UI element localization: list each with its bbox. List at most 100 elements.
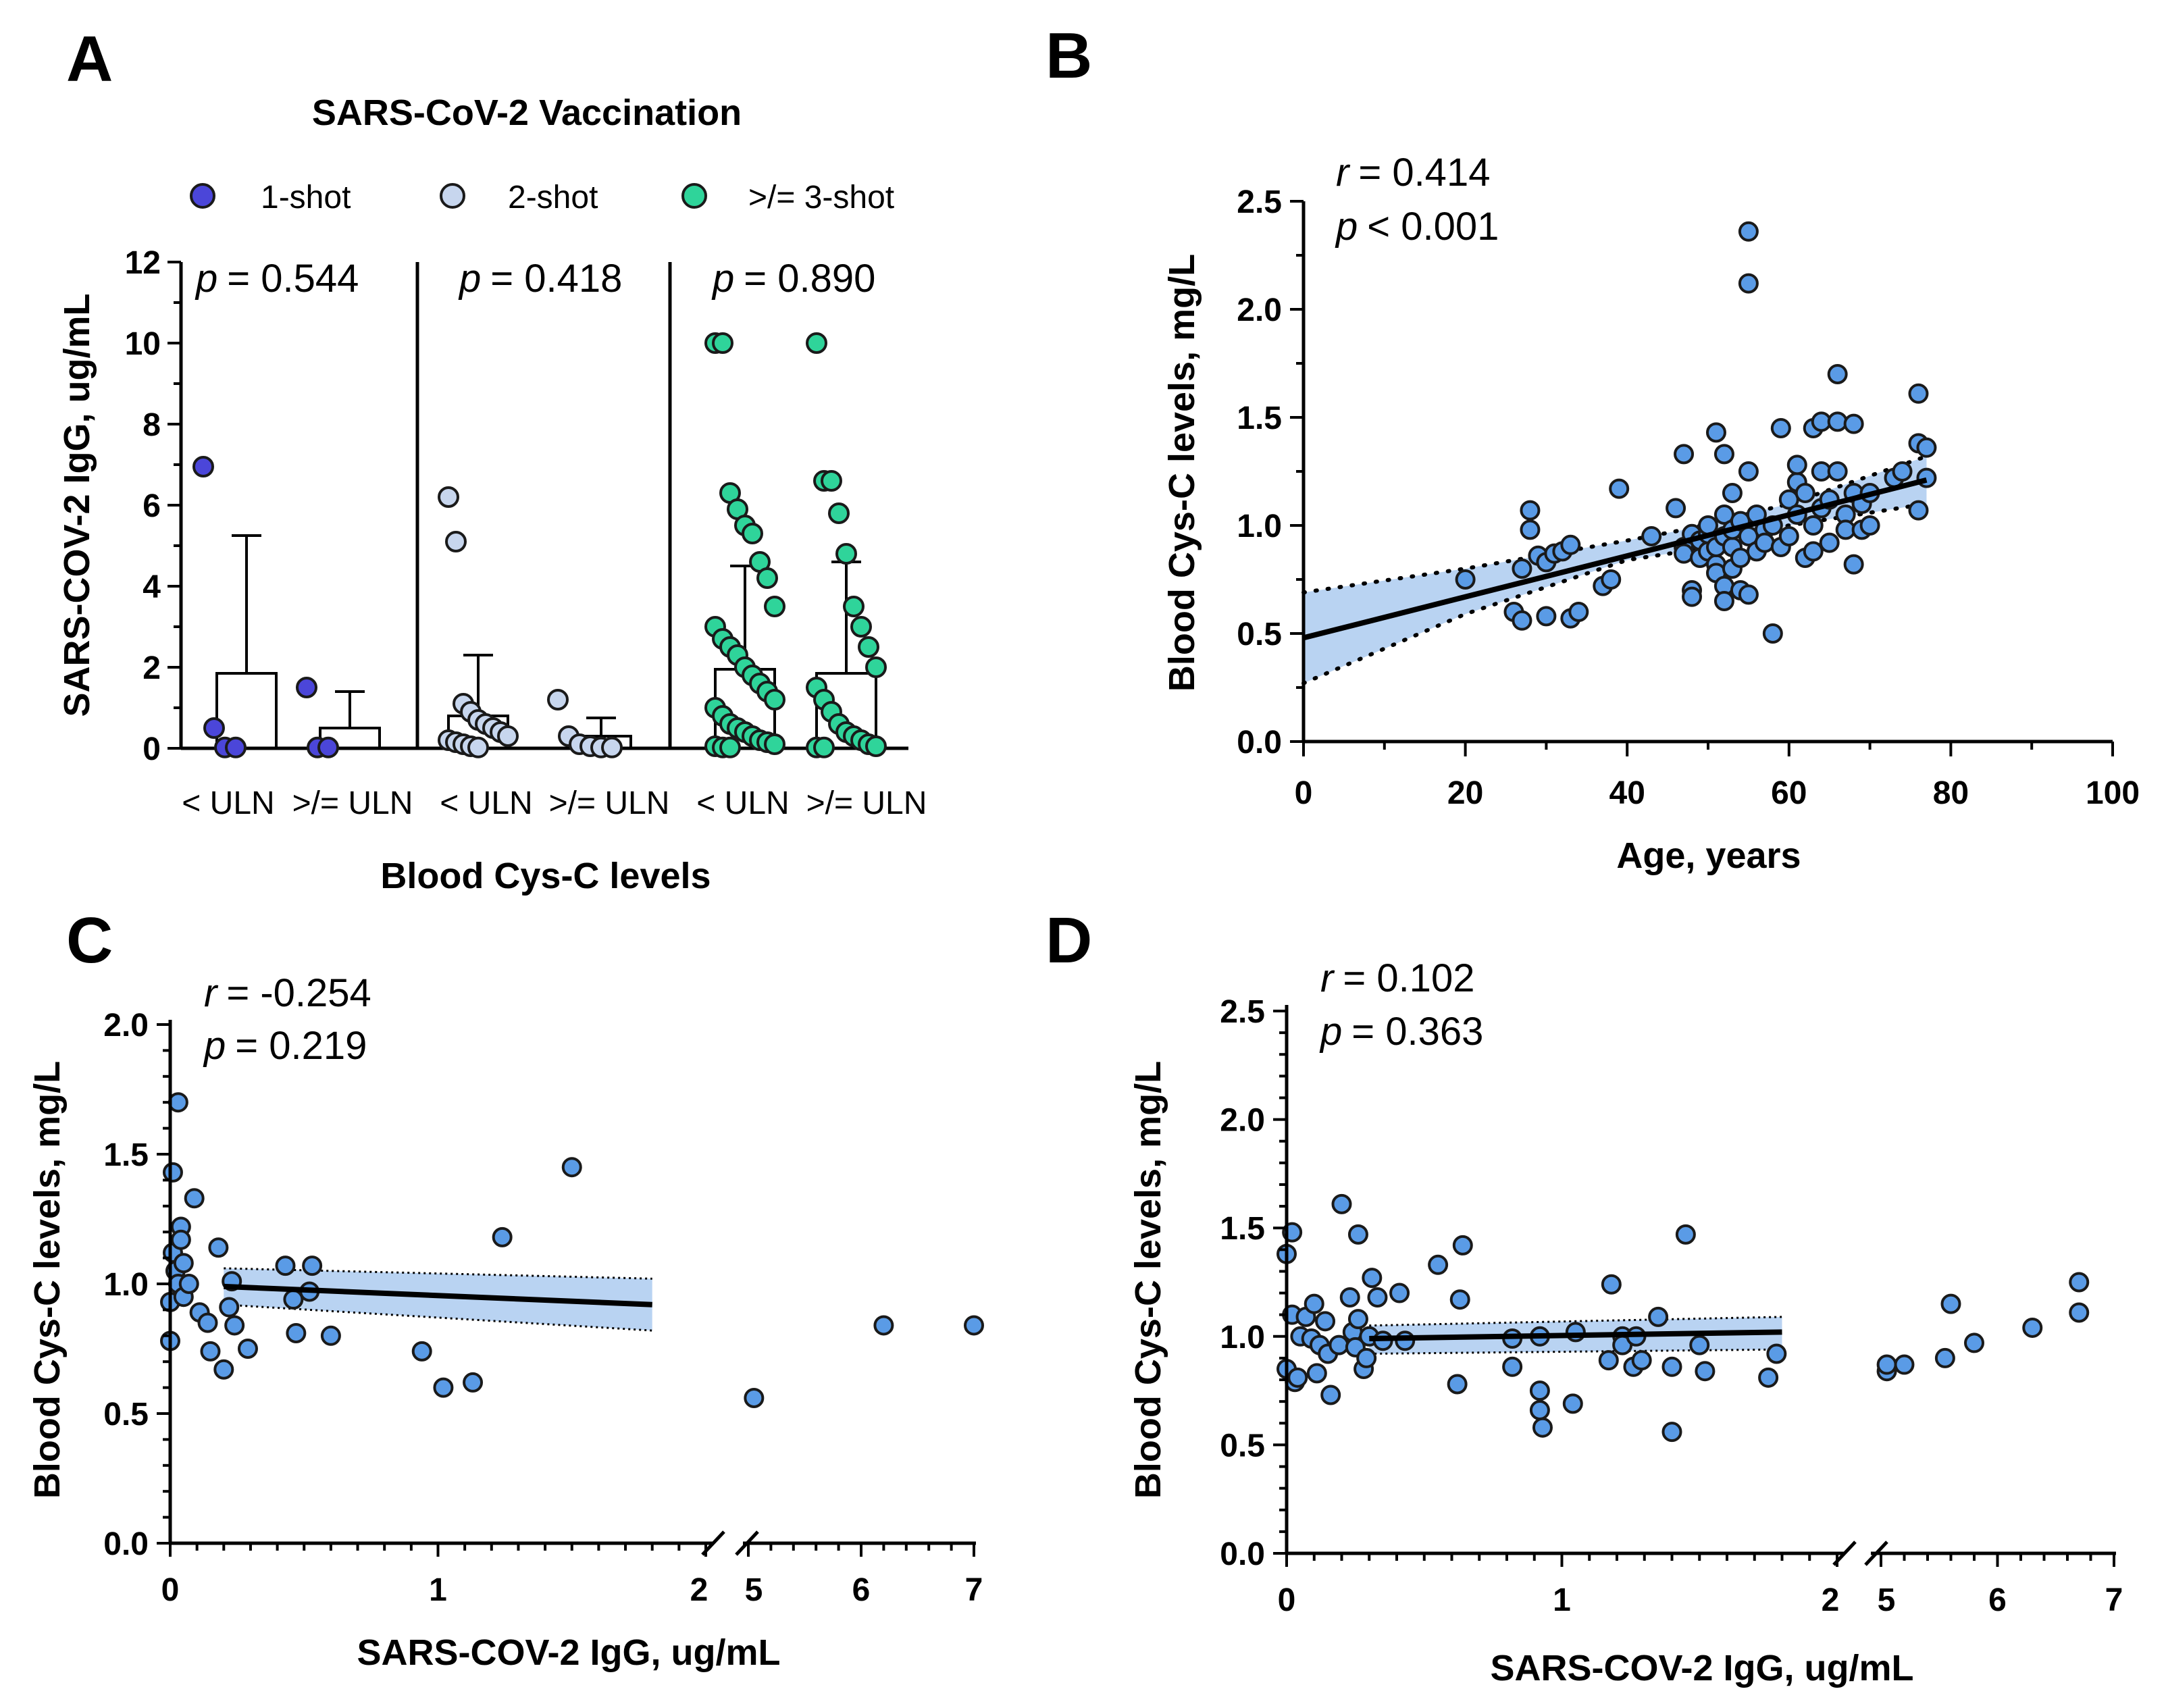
y-tick-label: 1.5	[1220, 1211, 1265, 1247]
data-point	[756, 567, 778, 589]
panel-a-p-value-1-shot: p = 0.544	[195, 257, 359, 301]
y-tick-label: 0.5	[1237, 617, 1282, 652]
panel-c-letter: C	[66, 904, 113, 977]
category-label: >/= ULN	[549, 785, 670, 821]
data-point	[1306, 1363, 1327, 1384]
data-point	[463, 1372, 484, 1393]
category-label: < ULN	[440, 785, 532, 821]
data-point	[1560, 534, 1581, 555]
data-point	[445, 531, 467, 552]
data-point	[1695, 1361, 1716, 1382]
x-tick-label: 100	[2086, 775, 2140, 811]
data-point	[1661, 1422, 1682, 1443]
data-point	[764, 596, 785, 617]
data-point	[184, 1188, 205, 1209]
panel-d-r-value: r = 0.102	[1320, 956, 1474, 1000]
data-point	[1428, 1254, 1449, 1275]
data-point	[806, 332, 827, 354]
data-point	[178, 1274, 199, 1294]
axis-break-mark	[1864, 1541, 1888, 1566]
data-point	[742, 523, 763, 544]
x-tick-label: 1	[429, 1572, 447, 1608]
data-point	[1827, 364, 1848, 384]
data-point	[1362, 1268, 1383, 1289]
data-point	[835, 543, 857, 565]
y-tick-label: 1.0	[1220, 1320, 1265, 1355]
data-point	[225, 736, 247, 758]
data-point	[1803, 515, 1824, 536]
panel-d-ticks: 0.0 0.5 1.0 1.5 2.0 2.5 0 1 2 5 6 7	[1220, 994, 2123, 1618]
data-point	[1908, 383, 1929, 404]
panel-a-bars	[192, 332, 887, 758]
data-point	[1601, 569, 1622, 590]
data-point	[1758, 1367, 1779, 1388]
x-tick-label: 7	[965, 1572, 983, 1608]
data-point	[858, 636, 879, 658]
regression-line	[224, 1283, 652, 1308]
data-point	[1598, 1350, 1619, 1371]
data-point	[320, 1325, 341, 1346]
legend-marker-2-shot	[440, 183, 465, 209]
data-point	[865, 656, 887, 678]
y-tick-label: 2.0	[103, 1008, 149, 1043]
panel-b-x-axis-title: Age, years	[1616, 835, 1801, 876]
panel-a-p-value-3-shot: p = 0.890	[711, 257, 875, 301]
data-point	[850, 616, 872, 638]
panel-a-x-axis-title: Blood Cys-C levels	[380, 856, 711, 896]
x-tick-label: 20	[1447, 775, 1483, 811]
data-point	[1819, 532, 1840, 553]
x-tick-label: 0	[1278, 1582, 1296, 1618]
panel-b-y-axis-title: Blood Cys-C levels, mg/L	[1162, 254, 1202, 692]
data-point	[1827, 461, 1848, 482]
x-tick-label: 6	[852, 1572, 871, 1608]
data-point	[170, 1229, 191, 1250]
data-point	[286, 1322, 307, 1343]
data-point	[843, 596, 865, 617]
data-point	[1512, 610, 1532, 631]
y-tick-label: 8	[143, 407, 161, 443]
x-tick-label: 2	[1822, 1582, 1840, 1618]
data-point	[601, 736, 623, 758]
data-point	[964, 1315, 984, 1336]
panel-c-ticks: 0.0 0.5 1.0 1.5 2.0 0 1 2 5 6 7	[103, 1008, 983, 1608]
ci-lower-line	[1369, 1348, 1782, 1355]
data-point	[719, 736, 741, 758]
data-point	[1713, 591, 1734, 611]
data-point	[764, 733, 785, 755]
data-point	[1347, 1309, 1368, 1330]
data-point	[744, 1387, 765, 1408]
data-point	[1754, 532, 1775, 553]
panel-c-fit	[224, 1283, 652, 1308]
data-point	[1894, 1354, 1915, 1375]
data-point	[317, 736, 339, 758]
y-tick-label: 6	[143, 488, 161, 524]
panel-d-letter: D	[1046, 904, 1092, 977]
y-tick-label: 2.0	[1237, 292, 1282, 328]
data-point	[237, 1339, 258, 1359]
category-label: < ULN	[182, 785, 274, 821]
data-point	[712, 332, 733, 354]
legend-label-1-shot: 1-shot	[261, 180, 351, 215]
data-point	[2022, 1317, 2043, 1338]
confidence-band	[224, 1268, 652, 1331]
data-point	[1520, 519, 1541, 540]
data-point	[1320, 1384, 1341, 1405]
panel-b-letter: B	[1046, 20, 1092, 92]
data-point	[1449, 1289, 1470, 1310]
panel-b-fit	[1303, 477, 1928, 641]
data-point	[1738, 584, 1759, 605]
data-point	[813, 736, 835, 758]
panel-c: C r = -0.254 p = 0.219 0.0 0.5 1.0 1.5 2.0 0 1 2 5…	[27, 904, 984, 1673]
category-label: >/= ULN	[292, 785, 413, 821]
data-point	[1827, 411, 1848, 432]
data-point	[197, 1312, 218, 1333]
y-tick-label: 2.0	[1220, 1103, 1265, 1139]
ci-upper-line	[1301, 454, 1929, 595]
data-point	[1631, 1350, 1652, 1371]
data-point	[411, 1341, 432, 1362]
data-point	[467, 736, 489, 758]
regression-line	[1369, 1329, 1782, 1342]
data-point	[1876, 1354, 1897, 1375]
data-point	[1565, 1322, 1586, 1343]
